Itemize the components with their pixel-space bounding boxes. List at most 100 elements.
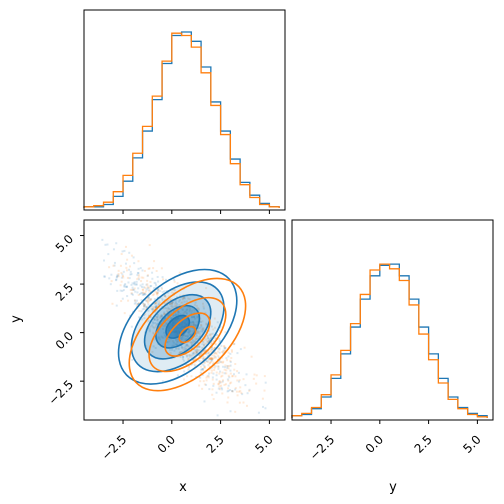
scatter-point	[186, 354, 189, 357]
scatter-point	[218, 379, 221, 382]
scatter-point	[121, 297, 124, 300]
scatter-point	[213, 347, 216, 350]
scatter-point	[174, 289, 177, 292]
scatter-point	[185, 300, 188, 303]
scatter-point	[187, 357, 190, 360]
scatter-point	[131, 282, 134, 285]
scatter-point	[201, 351, 204, 354]
scatter-point	[201, 327, 204, 330]
scatter-point	[157, 287, 160, 290]
scatter-point	[170, 302, 173, 305]
scatter-point	[223, 368, 226, 371]
scatter-point	[137, 272, 140, 275]
scatter-point	[209, 343, 212, 346]
scatter-point	[206, 340, 209, 343]
scatter-point	[197, 327, 200, 330]
scatter-point	[212, 363, 215, 366]
scatter-point	[182, 296, 185, 299]
scatter-point	[210, 354, 213, 357]
scatter-point	[198, 332, 201, 335]
scatter-point	[208, 372, 211, 375]
scatter-point	[144, 292, 147, 295]
scatter-point	[148, 328, 151, 331]
scatter-point	[199, 330, 202, 333]
scatter-point	[207, 341, 210, 344]
scatter-point	[213, 352, 216, 355]
scatter-point	[202, 307, 205, 310]
scatter-point	[141, 288, 144, 291]
scatter-point	[210, 358, 213, 361]
scatter-point	[191, 363, 194, 366]
scatter-point	[133, 283, 136, 286]
scatter-point	[169, 316, 172, 319]
scatter-point	[217, 356, 220, 359]
scatter-point	[206, 355, 209, 358]
scatter-point	[219, 360, 222, 363]
scatter-point	[212, 328, 215, 331]
scatter-point	[201, 367, 204, 370]
scatter-point	[156, 293, 159, 296]
scatter-point	[208, 350, 211, 353]
scatter-point	[126, 295, 129, 298]
scatter-point	[188, 340, 191, 343]
scatter-point	[163, 294, 166, 297]
scatter-point	[161, 320, 164, 323]
scatter-point	[149, 285, 152, 288]
scatter-point	[146, 296, 149, 299]
scatter-point	[227, 355, 230, 358]
scatter-point	[192, 341, 195, 344]
scatter-point	[192, 340, 195, 343]
scatter-point	[191, 320, 194, 323]
scatter-point	[219, 340, 222, 343]
scatter-point	[159, 301, 162, 304]
scatter-point	[182, 303, 185, 306]
scatter-point	[238, 379, 241, 382]
scatter-point	[195, 334, 198, 337]
scatter-point	[126, 258, 129, 261]
scatter-point	[202, 361, 205, 364]
scatter-point	[161, 336, 164, 339]
scatter-point	[141, 318, 144, 321]
scatter-point	[221, 371, 224, 374]
joint-frame	[83, 219, 286, 421]
scatter-point	[241, 393, 244, 396]
scatter-point	[217, 354, 220, 357]
scatter-point	[180, 345, 183, 348]
scatter-point	[139, 284, 142, 287]
scatter-point	[209, 361, 212, 364]
scatter-point	[218, 347, 221, 350]
scatter-point	[211, 348, 214, 351]
scatter-point	[237, 380, 240, 383]
scatter-point	[119, 264, 122, 267]
scatter-point	[202, 357, 205, 360]
scatter-point	[194, 317, 197, 320]
scatter-point	[131, 288, 134, 291]
scatter-point	[227, 351, 230, 354]
scatter-point	[253, 373, 256, 376]
scatter-point	[117, 272, 120, 275]
scatter-point	[151, 321, 154, 324]
scatter-point	[220, 381, 223, 384]
scatter-point	[203, 365, 206, 368]
scatter-point	[223, 345, 226, 348]
scatter-point	[219, 326, 222, 329]
scatter-point	[211, 388, 214, 391]
scatter-point	[213, 340, 216, 343]
scatter-point	[116, 274, 119, 277]
scatter-point	[172, 310, 175, 313]
scatter-point	[149, 315, 152, 318]
scatter-point	[176, 343, 179, 346]
scatter-point	[200, 352, 203, 355]
scatter-point	[131, 293, 134, 296]
scatter-point	[115, 279, 118, 282]
scatter-point	[169, 319, 172, 322]
scatter-point	[167, 314, 170, 317]
scatter-point	[213, 337, 216, 340]
scatter-point	[164, 316, 167, 319]
scatter-point	[115, 304, 118, 307]
scatter-point	[146, 298, 149, 301]
scatter-point	[164, 336, 167, 339]
scatter-point	[163, 318, 166, 321]
scatter-point	[195, 332, 198, 335]
scatter-point	[186, 335, 189, 338]
